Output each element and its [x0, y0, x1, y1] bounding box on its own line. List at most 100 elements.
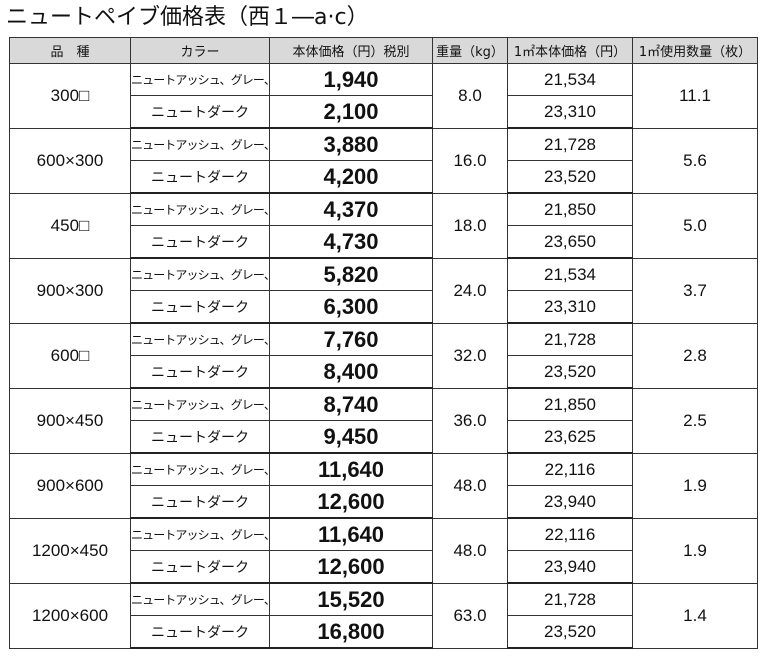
- unit-price-cell: 22,116: [507, 517, 633, 551]
- header-color: カラー: [130, 37, 270, 64]
- price-cell: 8,400: [269, 355, 433, 389]
- quantity-cell: 2.8: [632, 322, 758, 389]
- price-cell: 4,370: [269, 192, 433, 226]
- unit-price-cell: 21,850: [507, 192, 633, 226]
- unit-price-cell: 21,728: [507, 582, 633, 616]
- color-cell: ニュートダーク: [130, 615, 270, 649]
- header-price: 本体価格（円）税別: [269, 37, 433, 64]
- table-row: ニュートダーク 4,200 23,520: [10, 160, 758, 194]
- price-cell: 16,800: [269, 615, 433, 649]
- unit-price-cell: 21,534: [507, 257, 633, 291]
- header-weight: 重量（kg）: [432, 37, 508, 64]
- hinshu-cell: 900×450: [9, 387, 131, 454]
- quantity-cell: 11.1: [632, 63, 758, 129]
- hinshu-cell: 600×300: [9, 127, 131, 194]
- color-cell: ニュートダーク: [130, 160, 270, 194]
- price-cell: 4,730: [269, 225, 433, 259]
- header-unit-price: 1㎡本体価格（円）: [507, 37, 633, 64]
- weight-cell: 63.0: [432, 582, 508, 649]
- table-row: ニュートダーク 9,450 23,625: [10, 420, 758, 454]
- unit-price-cell: 23,940: [507, 485, 633, 519]
- color-cell: ニュートアッシュ、グレー、ペブル: [130, 517, 270, 551]
- quantity-cell: 5.6: [632, 127, 758, 194]
- table-row: 1200×600ニュートアッシュ、グレー、ペブル15,52063.021,728…: [9, 582, 758, 649]
- price-table: 品 種 カラー 本体価格（円）税別 重量（kg） 1㎡本体価格（円） 1㎡使用数…: [9, 37, 758, 649]
- weight-cell: 36.0: [432, 387, 508, 454]
- price-cell: 4,200: [269, 160, 433, 194]
- weight-cell: 16.0: [432, 127, 508, 194]
- price-cell: 1,940: [269, 63, 433, 96]
- unit-price-cell: 23,520: [507, 615, 633, 649]
- hinshu-cell: 900×300: [9, 257, 131, 324]
- color-cell: ニュートダーク: [130, 485, 270, 519]
- unit-price-cell: 23,310: [507, 95, 633, 129]
- hinshu-cell: 300□: [9, 63, 131, 129]
- table-header: 品 種 カラー 本体価格（円）税別 重量（kg） 1㎡本体価格（円） 1㎡使用数…: [9, 37, 758, 64]
- unit-price-cell: 21,850: [507, 387, 633, 421]
- price-cell: 5,820: [269, 257, 433, 291]
- weight-cell: 32.0: [432, 322, 508, 389]
- table-row: ニュートダーク 2,100 23,310: [10, 95, 758, 129]
- color-cell: ニュートダーク: [130, 225, 270, 259]
- price-cell: 12,600: [269, 550, 433, 584]
- unit-price-cell: 23,520: [507, 160, 633, 194]
- page-title: ニュートペイブ価格表（西１―a·c）: [6, 5, 369, 30]
- header-hinshu: 品 種: [9, 37, 131, 64]
- color-cell: ニュートアッシュ、グレー、ペブル: [130, 387, 270, 421]
- unit-price-cell: 23,650: [507, 225, 633, 259]
- weight-cell: 18.0: [432, 192, 508, 259]
- color-cell: ニュートダーク: [130, 290, 270, 324]
- price-cell: 9,450: [269, 420, 433, 454]
- table-row: 600×300ニュートアッシュ、グレー、ペブル3,88016.021,7285.…: [9, 127, 758, 194]
- hinshu-cell: 600□: [9, 322, 131, 389]
- color-cell: ニュートアッシュ、グレー、ペブル: [130, 192, 270, 226]
- price-cell: 11,640: [269, 452, 433, 486]
- quantity-cell: 3.7: [632, 257, 758, 324]
- price-cell: 3,880: [269, 127, 433, 161]
- weight-cell: 24.0: [432, 257, 508, 324]
- color-cell: ニュートアッシュ、グレー、ペブル: [130, 582, 270, 616]
- header-quantity: 1㎡使用数量（枚）: [632, 37, 758, 64]
- color-cell: ニュートダーク: [130, 550, 270, 584]
- quantity-cell: 1.9: [632, 517, 758, 584]
- unit-price-cell: 23,625: [507, 420, 633, 454]
- weight-cell: 48.0: [432, 452, 508, 519]
- table-row: ニュートダーク 4,730 23,650: [10, 225, 758, 259]
- color-cell: ニュートアッシュ、グレー、ペブル: [130, 322, 270, 356]
- table-row: ニュートダーク 8,400 23,520: [10, 355, 758, 389]
- color-cell: ニュートダーク: [130, 355, 270, 389]
- price-cell: 2,100: [269, 95, 433, 129]
- hinshu-cell: 450□: [9, 192, 131, 259]
- weight-cell: 8.0: [432, 63, 508, 129]
- table-row: 900×600ニュートアッシュ、グレー、ペブル11,64048.022,1161…: [9, 452, 758, 519]
- unit-price-cell: 23,310: [507, 290, 633, 324]
- color-cell: ニュートアッシュ、グレー、ペブル: [130, 452, 270, 486]
- unit-price-cell: 22,116: [507, 452, 633, 486]
- hinshu-cell: 1200×450: [9, 517, 131, 584]
- weight-cell: 48.0: [432, 517, 508, 584]
- table-row: 900×300ニュートアッシュ、グレー、ペブル5,82024.021,5343.…: [9, 257, 758, 324]
- color-cell: ニュートダーク: [130, 420, 270, 454]
- hinshu-cell: 1200×600: [9, 582, 131, 649]
- table-row: ニュートダーク 6,300 23,310: [10, 290, 758, 324]
- table-row: ニュートダーク 12,600 23,940: [10, 550, 758, 584]
- quantity-cell: 2.5: [632, 387, 758, 454]
- price-cell: 6,300: [269, 290, 433, 324]
- header-row: 品 種 カラー 本体価格（円）税別 重量（kg） 1㎡本体価格（円） 1㎡使用数…: [9, 37, 758, 64]
- unit-price-cell: 23,520: [507, 355, 633, 389]
- price-cell: 15,520: [269, 582, 433, 616]
- price-cell: 7,760: [269, 322, 433, 356]
- unit-price-cell: 23,940: [507, 550, 633, 584]
- color-cell: ニュートアッシュ、グレー、ペブル: [130, 257, 270, 291]
- table-row: ニュートダーク 12,600 23,940: [10, 485, 758, 519]
- unit-price-cell: 21,728: [507, 127, 633, 161]
- table-body: 300□ニュートアッシュ、グレー、ペブル1,9408.021,53411.1ニュ…: [9, 63, 758, 649]
- price-cell: 8,740: [269, 387, 433, 421]
- quantity-cell: 5.0: [632, 192, 758, 259]
- table-row: 900×450ニュートアッシュ、グレー、ペブル8,74036.021,8502.…: [9, 387, 758, 454]
- quantity-cell: 1.4: [632, 582, 758, 649]
- quantity-cell: 1.9: [632, 452, 758, 519]
- color-cell: ニュートアッシュ、グレー、ペブル: [130, 127, 270, 161]
